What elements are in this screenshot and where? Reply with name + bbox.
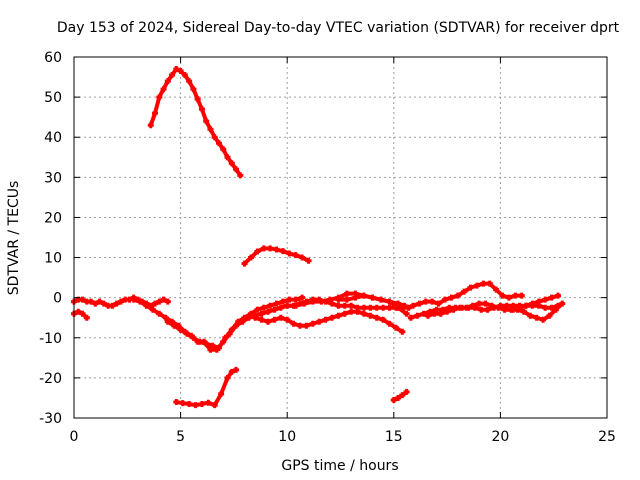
y-tick-label: -30 [39, 411, 62, 427]
data-points [71, 66, 566, 409]
series-track-i [252, 308, 406, 335]
x-tick-label: 20 [491, 429, 509, 445]
y-tick-label: 50 [44, 90, 62, 106]
x-tick-label: 15 [385, 429, 403, 445]
y-tick-label: -20 [39, 371, 62, 387]
series-track-b [241, 245, 312, 267]
x-axis-label: GPS time / hours [281, 458, 398, 474]
y-tick-label: 40 [44, 130, 62, 146]
x-tick-label: 10 [278, 429, 296, 445]
series-track-o [510, 292, 561, 313]
series-track-h [164, 294, 306, 351]
x-tick-label: 5 [176, 429, 185, 445]
y-tick-label: 0 [53, 291, 62, 307]
series-line [391, 389, 409, 402]
plot-frame [73, 56, 608, 419]
series-track-c [173, 366, 240, 409]
series-line [511, 293, 560, 312]
axes: 0 5 10 15 20 25 -30 -20 -10 0 10 20 30 40 50 60 [39, 50, 616, 445]
series-line [336, 293, 407, 308]
series-line [72, 309, 89, 320]
series-track-d [390, 388, 410, 403]
y-tick-label: -10 [39, 331, 62, 347]
series-line [174, 367, 239, 408]
series-track-e [71, 294, 171, 309]
series-line [253, 309, 405, 334]
series-track-n [424, 300, 566, 323]
y-tick-label: 10 [44, 251, 62, 267]
y-tick-label: 30 [44, 170, 62, 186]
series-line [410, 281, 524, 308]
series-track-a [147, 66, 244, 179]
series-track-m [409, 280, 525, 309]
chart-title: Day 153 of 2024, Sidereal Day-to-day VTE… [57, 20, 620, 36]
series-line [242, 246, 311, 266]
series-line [425, 301, 565, 322]
y-axis-label: SDTVAR / TECUs [6, 181, 22, 296]
x-tick-label: 0 [70, 429, 79, 445]
series-line [148, 67, 243, 178]
y-tick-label: 60 [44, 50, 62, 66]
series-line [165, 295, 305, 350]
series-track-k [335, 292, 408, 309]
x-tick-label: 25 [598, 429, 616, 445]
series-line [72, 295, 170, 308]
y-tick-label: 20 [44, 210, 62, 226]
